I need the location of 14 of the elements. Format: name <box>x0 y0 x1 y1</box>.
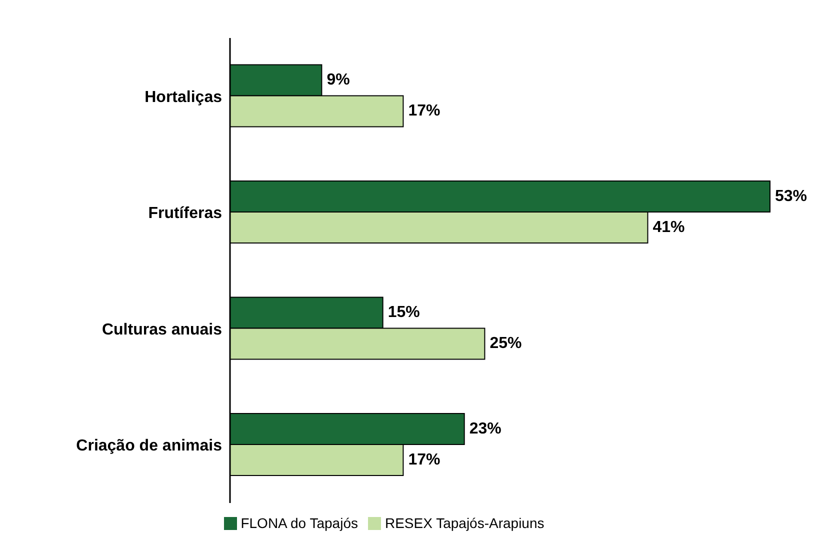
data-label: 15% <box>388 304 420 322</box>
data-label: 25% <box>490 335 522 352</box>
y-tick-label: Criação de animais <box>76 438 222 455</box>
data-label: 9% <box>326 72 350 89</box>
data-label: 41% <box>652 218 685 236</box>
y-tick-label: Frutíferas <box>148 205 222 222</box>
legend-label: RESEX Tapajós-Arapiuns <box>384 515 544 531</box>
data-label: 23% <box>469 420 502 438</box>
legend-label: FLONA do Tapajós <box>240 515 358 531</box>
data-label: 17% <box>408 102 440 120</box>
y-tick-label: Hortaliças <box>144 88 222 106</box>
data-label: 17% <box>408 451 440 468</box>
y-tick-label: Culturas anuais <box>102 321 222 338</box>
data-label: 53% <box>775 188 808 205</box>
